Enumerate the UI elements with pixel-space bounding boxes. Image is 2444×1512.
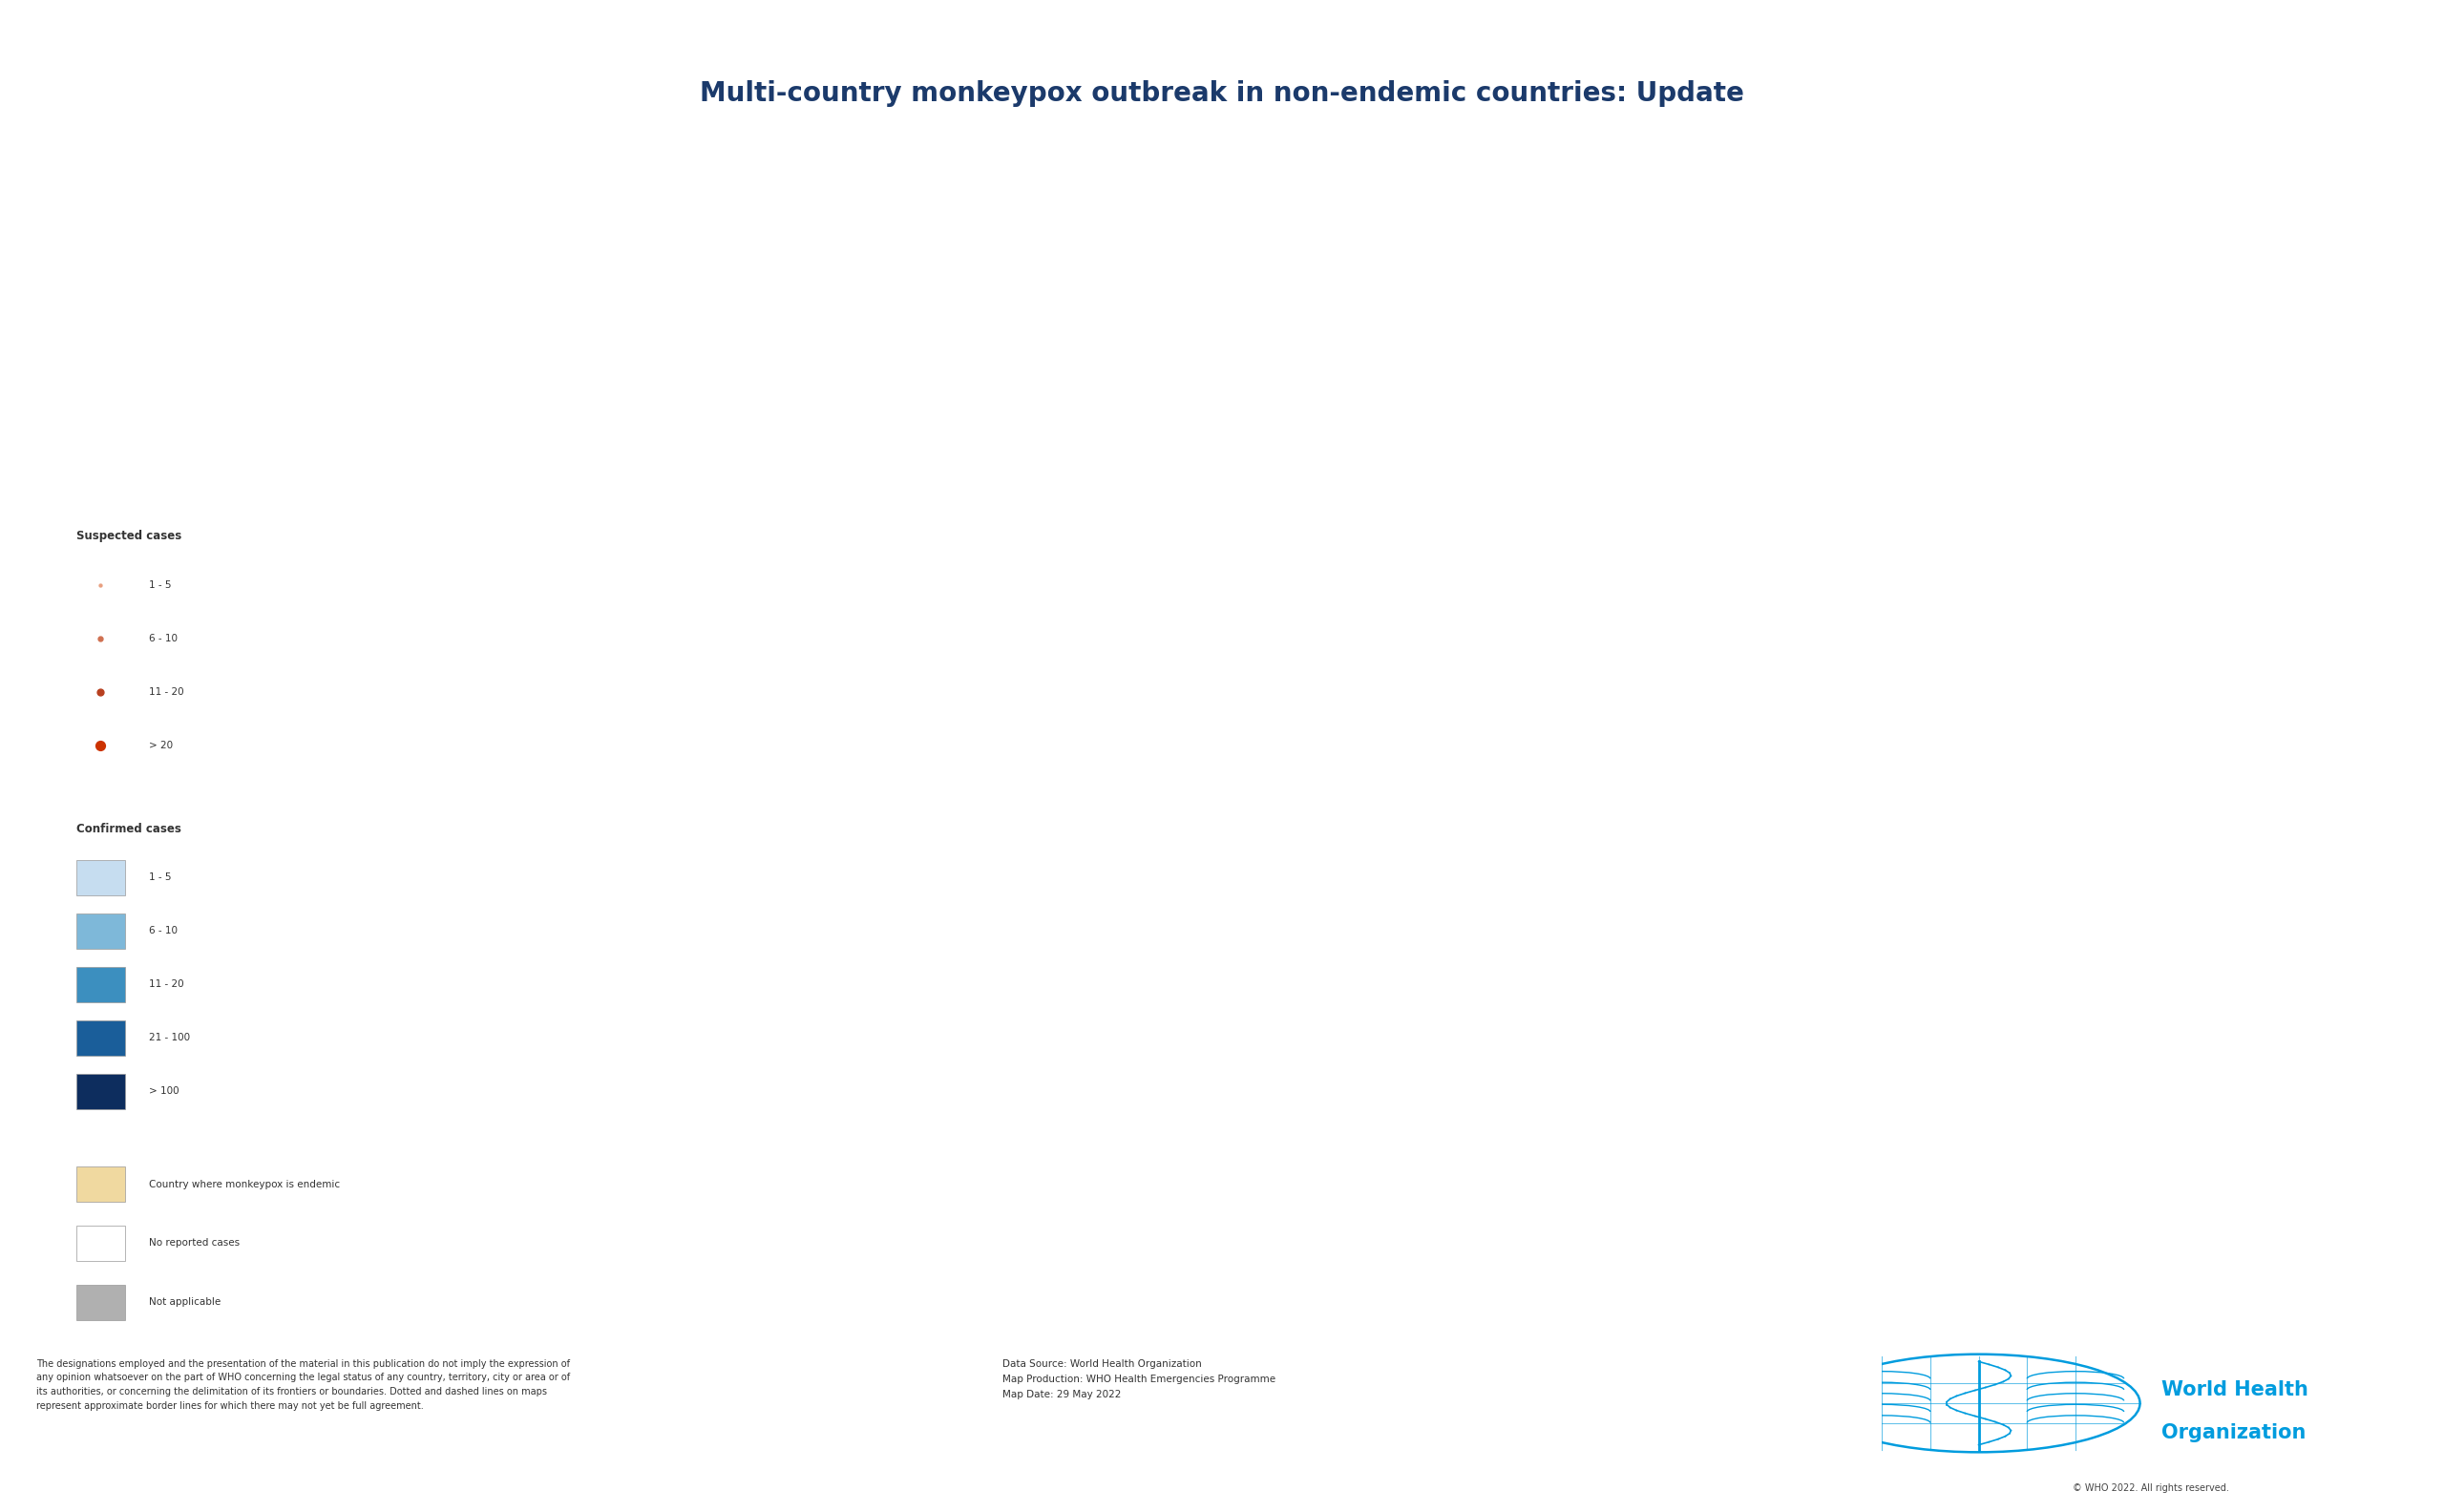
Text: 21 - 100: 21 - 100 (149, 1033, 191, 1043)
Text: 1 - 5: 1 - 5 (149, 872, 171, 883)
Text: 6 - 10: 6 - 10 (149, 634, 178, 644)
Text: Country where monkeypox is endemic: Country where monkeypox is endemic (149, 1179, 340, 1188)
Text: Data Source: World Health Organization
Map Production: WHO Health Emergencies Pr: Data Source: World Health Organization M… (1002, 1359, 1276, 1400)
Text: World Health: World Health (2160, 1380, 2310, 1400)
FancyBboxPatch shape (76, 1226, 125, 1261)
FancyBboxPatch shape (76, 1074, 125, 1110)
FancyBboxPatch shape (76, 1021, 125, 1055)
Text: 6 - 10: 6 - 10 (149, 927, 178, 936)
Point (81, 733, 120, 758)
Text: Organization: Organization (2160, 1423, 2307, 1442)
Text: Suspected cases: Suspected cases (76, 531, 181, 543)
FancyBboxPatch shape (76, 1167, 125, 1202)
Text: > 20: > 20 (149, 741, 174, 750)
Text: No reported cases: No reported cases (149, 1238, 240, 1247)
Text: > 100: > 100 (149, 1087, 178, 1096)
Point (81, 680, 120, 705)
FancyBboxPatch shape (76, 966, 125, 1002)
Text: 1 - 5: 1 - 5 (149, 581, 171, 590)
FancyBboxPatch shape (76, 913, 125, 950)
Text: © WHO 2022. All rights reserved.: © WHO 2022. All rights reserved. (2073, 1483, 2229, 1492)
Text: Multi-country monkeypox outbreak in non-endemic countries: Update: Multi-country monkeypox outbreak in non-… (699, 80, 1745, 107)
Point (81, 626, 120, 650)
Text: 11 - 20: 11 - 20 (149, 688, 183, 697)
Text: Confirmed cases: Confirmed cases (76, 823, 181, 835)
Point (81, 573, 120, 597)
Text: 11 - 20: 11 - 20 (149, 980, 183, 989)
Text: The designations employed and the presentation of the material in this publicati: The designations employed and the presen… (37, 1359, 569, 1411)
FancyBboxPatch shape (76, 860, 125, 895)
FancyBboxPatch shape (76, 1285, 125, 1320)
Text: Not applicable: Not applicable (149, 1297, 220, 1306)
